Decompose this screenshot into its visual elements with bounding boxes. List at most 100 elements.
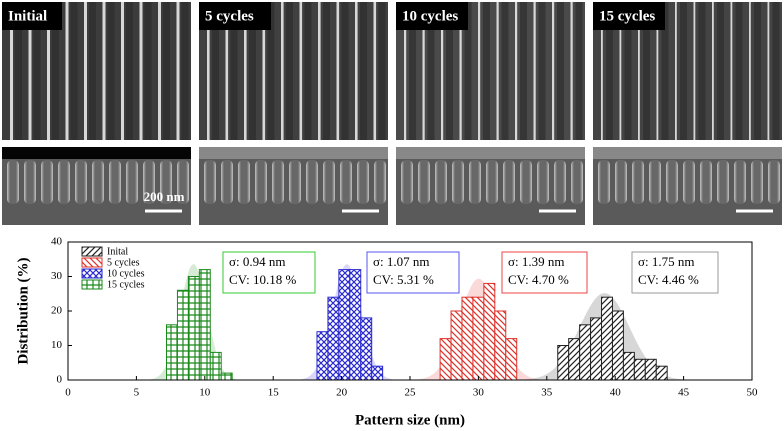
trench <box>255 160 267 204</box>
x-tick-label: 35 <box>541 387 553 399</box>
bar <box>371 365 384 381</box>
annotation-box <box>222 251 316 294</box>
x-tick-label: 10 <box>199 387 211 399</box>
x-tick-label: 40 <box>610 387 622 399</box>
bar <box>655 365 668 381</box>
line-feature <box>515 2 518 140</box>
bar <box>439 338 452 381</box>
legend-label: 10 cycles <box>107 268 145 279</box>
trench <box>649 160 661 204</box>
line-feature <box>84 2 87 140</box>
annotation-text: σ: 1.07 nm <box>373 254 429 269</box>
trench <box>486 160 498 204</box>
line-feature <box>427 2 435 140</box>
bar <box>601 296 613 381</box>
trench <box>92 160 104 204</box>
panel-label: 15 cycles <box>599 8 655 24</box>
bar <box>461 296 474 381</box>
line-feature <box>698 2 706 140</box>
line-feature <box>212 2 219 140</box>
sem-panel: Initial 200 nm <box>2 2 191 225</box>
trench <box>177 160 189 204</box>
line-feature <box>712 2 714 140</box>
trench <box>401 160 413 204</box>
histogram: 0 5 10 15 20 25 30 35 40 45 50 0 10 20 30 40 Pattern siz… <box>15 236 758 429</box>
trench <box>598 160 610 204</box>
cross-section-top <box>199 147 388 159</box>
trench <box>751 160 763 204</box>
x-axis-label: Pattern size (nm) <box>355 412 465 428</box>
line-feature <box>65 2 69 140</box>
line-feature <box>318 2 321 140</box>
line-feature <box>606 2 613 140</box>
bar <box>450 310 463 381</box>
annotation-box <box>366 251 460 294</box>
line-feature <box>47 2 50 140</box>
line-feature <box>459 2 462 140</box>
bar <box>579 324 592 381</box>
line-feature <box>767 2 770 140</box>
line-feature <box>638 2 640 140</box>
bar <box>494 310 507 381</box>
line-feature <box>139 2 143 140</box>
line-feature <box>693 2 696 140</box>
trench <box>221 160 233 204</box>
line-feature <box>552 2 555 140</box>
line-feature <box>619 2 622 140</box>
trench <box>75 160 87 204</box>
bar <box>198 269 211 381</box>
trench <box>109 160 121 204</box>
label-box <box>2 2 62 30</box>
line-feature <box>89 2 96 140</box>
label-box <box>199 2 271 30</box>
cross-section-top <box>396 147 585 159</box>
sem-images: Initial 200 nm 5 cycles 10 cycles 15 cycles <box>2 2 782 225</box>
line-feature <box>373 2 377 140</box>
legend-swatch <box>81 268 103 279</box>
line-feature <box>249 2 256 140</box>
x-tick-label: 20 <box>336 387 348 399</box>
annotation-text: CV: 5.31 % <box>373 272 434 287</box>
trench <box>666 160 678 204</box>
line-feature <box>33 2 41 140</box>
sem-panel: 15 cycles <box>593 2 782 225</box>
trench <box>683 160 695 204</box>
panel-label: 10 cycles <box>402 8 458 24</box>
line-feature <box>336 2 340 140</box>
legend-swatch <box>81 279 103 290</box>
bar <box>622 351 635 381</box>
trench <box>143 160 155 204</box>
trench <box>435 160 447 204</box>
annotation-text: σ: 0.94 nm <box>229 254 285 269</box>
y-tick-label: 30 <box>51 270 63 282</box>
line-feature <box>207 2 210 140</box>
annotation-text: CV: 4.46 % <box>638 272 699 287</box>
line-feature <box>422 2 425 140</box>
line-feature <box>158 2 161 140</box>
label-box <box>593 2 665 30</box>
line-feature <box>15 2 22 140</box>
x-tick-label: 25 <box>405 387 417 399</box>
line-feature <box>70 2 78 140</box>
bar <box>220 372 233 381</box>
line-feature <box>409 2 416 140</box>
line-feature <box>404 2 407 140</box>
line-feature <box>661 2 669 140</box>
line-feature <box>107 2 115 140</box>
sem-panel: 5 cycles <box>199 2 388 225</box>
trench <box>554 160 566 204</box>
annotation-text: CV: 4.70 % <box>508 272 569 287</box>
line-feature <box>304 2 312 140</box>
annotation-box <box>631 251 719 294</box>
legend-swatch <box>81 246 103 257</box>
x-tick-label: 5 <box>134 387 140 399</box>
line-feature <box>52 2 59 140</box>
line-feature <box>570 2 573 140</box>
trench <box>289 160 301 204</box>
y-tick-label: 40 <box>51 236 63 248</box>
line-feature <box>624 2 632 140</box>
line-feature <box>176 2 180 140</box>
line-feature <box>557 2 564 140</box>
annotation-text: σ: 1.39 nm <box>508 254 564 269</box>
x-tick-label: 45 <box>678 387 690 399</box>
